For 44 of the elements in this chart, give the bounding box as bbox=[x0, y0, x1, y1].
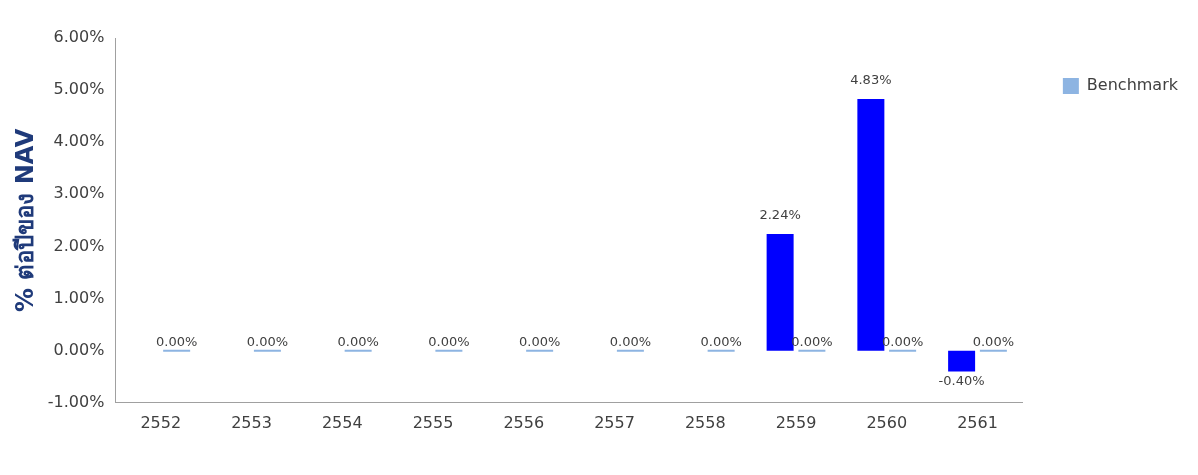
x-tick-label: 2556 bbox=[503, 412, 545, 432]
data-label: 0.00% bbox=[428, 333, 470, 349]
y-tick-label: 3.00% bbox=[53, 183, 105, 203]
bar bbox=[979, 349, 1007, 352]
bar bbox=[616, 349, 644, 352]
x-tick-label: 2559 bbox=[775, 412, 817, 432]
data-label: 2.24% bbox=[759, 206, 801, 222]
data-label: 0.00% bbox=[246, 333, 289, 349]
x-tick-label: 2560 bbox=[866, 412, 908, 432]
y-tick-label: 5.00% bbox=[53, 79, 105, 99]
bar bbox=[948, 350, 976, 372]
bar bbox=[857, 98, 885, 351]
data-label: -0.40% bbox=[938, 373, 985, 389]
y-tick-label: -1.00% bbox=[47, 391, 105, 411]
legend-label: Benchmark bbox=[1086, 75, 1179, 95]
data-label: 0.00% bbox=[518, 333, 561, 349]
data-label: 0.00% bbox=[609, 333, 652, 349]
x-tick-label: 2557 bbox=[594, 412, 635, 432]
bar bbox=[344, 349, 372, 352]
data-label: 0.00% bbox=[972, 333, 1015, 349]
y-tick-label: 4.00% bbox=[53, 131, 105, 151]
x-tick-label: 2553 bbox=[231, 412, 272, 432]
x-tick-label: 2554 bbox=[321, 412, 363, 432]
y-tick-label: 6.00% bbox=[53, 27, 105, 47]
bar bbox=[766, 233, 794, 351]
data-label: 0.00% bbox=[156, 333, 198, 349]
data-label: 0.00% bbox=[700, 333, 742, 349]
bar bbox=[707, 349, 735, 352]
y-tick-label: 2.00% bbox=[53, 235, 105, 255]
bar bbox=[163, 349, 191, 352]
bar bbox=[798, 349, 826, 352]
data-label: 0.00% bbox=[337, 333, 379, 349]
bar bbox=[435, 349, 463, 352]
x-tick-label: 2552 bbox=[140, 412, 182, 432]
x-tick-label: 2555 bbox=[412, 412, 454, 432]
bar bbox=[253, 349, 281, 352]
bar bbox=[889, 349, 917, 352]
data-label: 4.83% bbox=[850, 71, 892, 87]
x-tick-label: 2558 bbox=[684, 412, 726, 432]
y-tick-label: 1.00% bbox=[53, 287, 105, 307]
bar bbox=[526, 349, 554, 352]
y-tick-label: 0.00% bbox=[53, 339, 105, 359]
y-axis-title: % ต่อปีของ NAV bbox=[10, 128, 39, 313]
x-tick-label: 2561 bbox=[957, 412, 998, 432]
